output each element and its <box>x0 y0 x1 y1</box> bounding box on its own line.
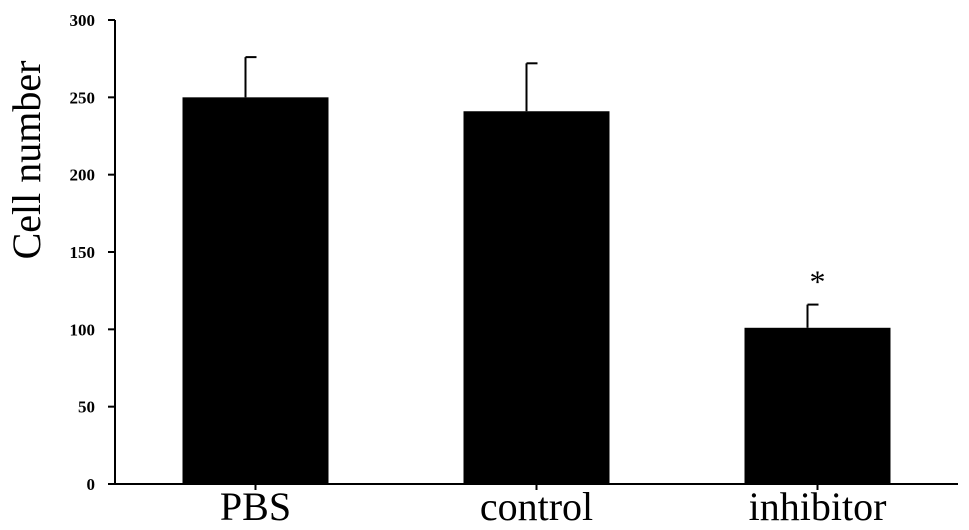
bar-control <box>463 111 610 485</box>
annotations: * <box>810 264 826 300</box>
y-tick-label: 150 <box>70 243 96 262</box>
significance-marker: * <box>810 264 826 300</box>
y-tick-label: 100 <box>70 320 96 339</box>
y-tick-label: 50 <box>78 398 95 417</box>
y-tick-label: 200 <box>70 166 96 185</box>
y-axis: 0 50 100 150 200 250 300 <box>70 11 116 494</box>
error-bars <box>244 56 819 328</box>
y-tick-label: 300 <box>70 11 96 30</box>
y-tick-label: 0 <box>87 475 96 494</box>
bar-PBS <box>182 97 329 484</box>
x-tick-label: PBS <box>220 484 291 529</box>
y-axis-title: Cell number <box>4 61 49 260</box>
x-tick-label: inhibitor <box>749 484 887 529</box>
bars <box>182 97 891 485</box>
x-axis: PBS control inhibitor <box>115 483 958 529</box>
x-labels: PBS control inhibitor <box>220 484 886 529</box>
bar-inhibitor <box>744 327 891 484</box>
y-tick-label: 250 <box>70 88 96 107</box>
y-ticks: 0 50 100 150 200 250 300 <box>70 11 115 494</box>
x-tick-label: control <box>480 484 593 529</box>
